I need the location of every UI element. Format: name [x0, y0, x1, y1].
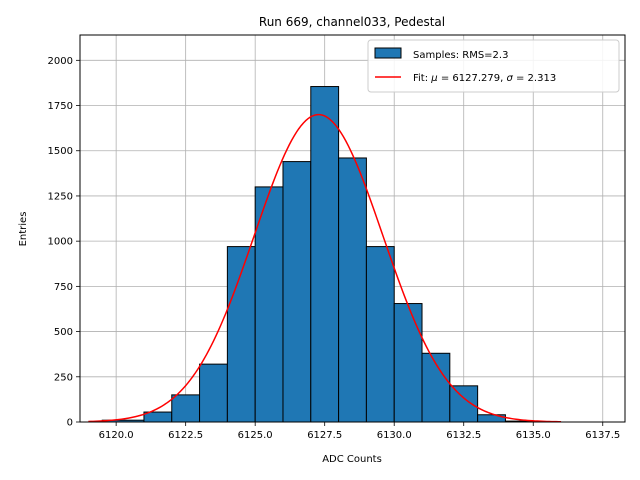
x-axis-label: ADC Counts [322, 454, 382, 465]
y-tick-label: 0 [67, 418, 73, 429]
y-tick-label: 1000 [48, 237, 73, 248]
y-tick-label: 2000 [48, 56, 73, 67]
x-tick-label: 6125.0 [238, 430, 273, 441]
plot-frame [79, 34, 626, 423]
y-axis-label: Entries [18, 212, 29, 247]
y-axis-ticks: 0 250 500 750 1000 1250 1500 1750 2000 [48, 56, 80, 429]
histogram-bar [393, 303, 423, 423]
histogram-bar [199, 363, 228, 423]
legend-label-samples: Samples: RMS=2.3 [413, 50, 508, 61]
x-tick-label: 6120.0 [99, 430, 134, 441]
y-tick-label: 1500 [48, 146, 73, 157]
histogram-bar [365, 246, 395, 423]
x-tick-label: 6130.0 [377, 430, 412, 441]
histogram-bar [338, 157, 367, 423]
legend-fit-mu-value: = 6127.279, [438, 73, 507, 84]
legend: Samples: RMS=2.3 Fit: μ = 6127.279, σ = … [367, 39, 620, 93]
histogram-bar [449, 385, 479, 423]
chart-title: Run 669, channel033, Pedestal [259, 15, 445, 29]
legend-fit-prefix: Fit: [413, 73, 431, 84]
legend-fit-mu-symbol: μ [430, 73, 437, 84]
fit-curve [88, 113, 562, 423]
x-axis-ticks: 6120.0 6122.5 6125.0 6127.5 6130.0 6132.5 6135… [99, 422, 620, 441]
x-tick-label: 6132.5 [446, 430, 481, 441]
y-tick-label: 750 [54, 282, 73, 293]
x-tick-label: 6137.5 [585, 430, 620, 441]
legend-fit-sigma-symbol: σ [506, 73, 513, 84]
x-tick-label: 6122.5 [168, 430, 203, 441]
legend-label-fit: Fit: μ = 6127.279, σ = 2.313 [413, 73, 556, 84]
y-tick-label: 500 [54, 327, 73, 338]
legend-fit-sigma-value: = 2.313 [513, 73, 556, 84]
histogram-bar [310, 86, 340, 423]
legend-box [367, 39, 620, 93]
x-tick-label: 6127.5 [307, 430, 342, 441]
y-tick-label: 1750 [48, 101, 73, 112]
histogram-bar [171, 394, 201, 423]
legend-swatch-samples [374, 47, 402, 59]
histogram-bars [101, 86, 534, 423]
fit-curve-layer [88, 113, 562, 423]
x-tick-label: 6135.0 [516, 430, 551, 441]
histogram-bar [282, 161, 312, 423]
y-tick-label: 250 [54, 372, 73, 383]
y-tick-label: 1250 [48, 191, 73, 202]
